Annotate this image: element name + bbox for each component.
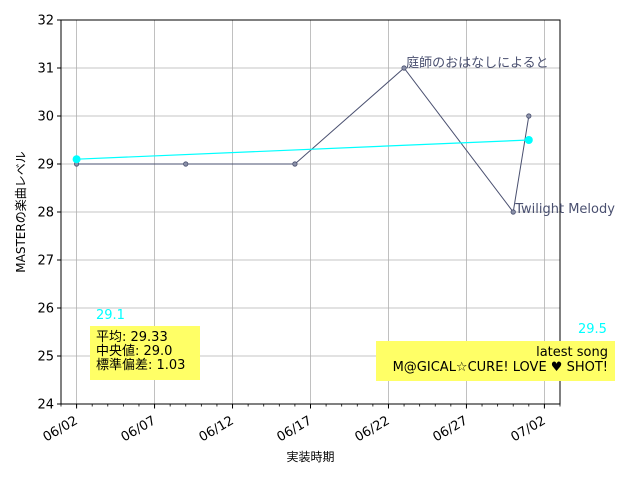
y-tick-label: 29: [37, 158, 54, 173]
annotation-layer: 庭師のおはなしによると Twilight Melody 29.1 29.5 平均: 29…: [90, 55, 615, 381]
y-tick-label: 31: [37, 62, 54, 77]
data-point: [183, 161, 189, 167]
data-point: [292, 161, 298, 167]
data-point: [526, 113, 532, 119]
latest-song-line: latest song: [536, 345, 608, 360]
average-trend-line: [76, 139, 529, 160]
end-average-label: 29.5: [578, 322, 607, 337]
low-song-annotation: Twilight Melody: [514, 202, 615, 217]
latest-song-box: [376, 341, 615, 381]
x-axis-label: 実装時期: [286, 449, 334, 464]
y-tick-label: 30: [37, 110, 54, 125]
peak-song-annotation: 庭師のおはなしによると: [406, 55, 549, 71]
stats-line: 標準偏差: 1.03: [96, 357, 185, 373]
stats-box: [90, 326, 200, 380]
y-tick-label: 25: [37, 350, 54, 365]
level-series-line: [76, 67, 530, 214]
trend-point: [72, 155, 81, 164]
y-tick-label: 32: [37, 14, 54, 29]
start-average-label: 29.1: [96, 308, 125, 323]
data-point: [401, 65, 407, 71]
latest-song-line: M@GICAL☆CURE! LOVE ♥ SHOT!: [393, 360, 608, 375]
trend-point: [524, 136, 533, 144]
y-tick-label: 26: [37, 302, 54, 317]
series-layer: [72, 65, 533, 215]
y-tick-label: 24: [37, 398, 54, 413]
stats-line: 平均: 29.33: [96, 330, 168, 345]
stats-line: 中央値: 29.0: [96, 343, 172, 359]
y-axis-label: MASTERの楽曲レベル: [14, 151, 28, 272]
y-tick-label: 27: [37, 254, 54, 269]
data-point: [510, 209, 516, 215]
y-tick-label: 28: [37, 206, 54, 221]
